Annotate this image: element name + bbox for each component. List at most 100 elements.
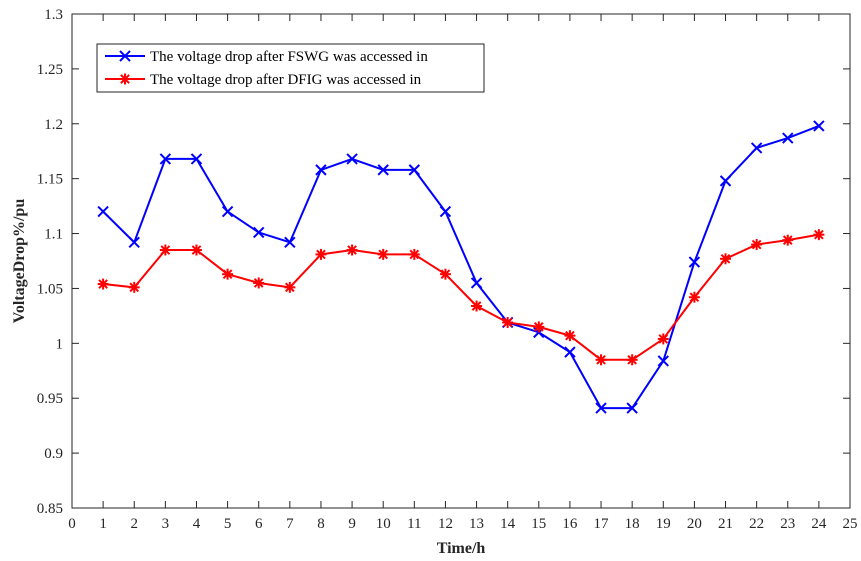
- series-line: [102, 125, 820, 410]
- x-tick-label: 9: [348, 516, 356, 532]
- data-point: [813, 120, 825, 132]
- data-point: [688, 256, 701, 268]
- series-1: [97, 120, 825, 414]
- legend: The voltage drop after FSWG was accessed…: [96, 43, 485, 93]
- legend-marker: [119, 73, 131, 85]
- data-point: [222, 268, 234, 280]
- x-tick-label: 14: [500, 516, 516, 532]
- data-point: [408, 164, 421, 176]
- x-tick-label: 4: [193, 516, 201, 532]
- x-tick-label: 13: [469, 516, 484, 532]
- y-tick-label: 1.3: [44, 7, 63, 23]
- y-axis-title: VoltageDrop%/pu: [11, 199, 28, 324]
- data-point: [346, 244, 358, 256]
- data-point: [813, 229, 825, 241]
- data-point: [128, 281, 140, 293]
- data-point: [470, 277, 483, 289]
- data-point: [626, 354, 638, 366]
- series-2: [97, 229, 825, 366]
- data-point: [720, 253, 732, 265]
- data-point: [782, 132, 794, 144]
- y-tick-label: 0.95: [37, 391, 63, 407]
- legend-box: [96, 43, 485, 93]
- x-tick-label: 15: [531, 516, 546, 532]
- y-tick-label: 1.25: [37, 62, 63, 78]
- legend-marker: [119, 50, 131, 62]
- series-layer: [97, 120, 825, 414]
- data-point: [626, 402, 638, 414]
- x-tick-label: 11: [407, 516, 421, 532]
- x-tick-label: 7: [286, 516, 294, 532]
- legend-label: The voltage drop after DFIG was accessed…: [150, 72, 422, 88]
- data-point: [221, 205, 234, 218]
- x-tick-label: 18: [625, 516, 640, 532]
- y-tick-label: 1.05: [37, 281, 63, 297]
- data-point: [564, 330, 576, 342]
- data-point: [315, 164, 327, 176]
- data-point: [502, 316, 514, 328]
- data-point: [750, 142, 763, 154]
- data-point: [533, 321, 545, 333]
- x-tick-label: 25: [843, 516, 858, 532]
- data-point: [657, 355, 669, 367]
- x-tick-label: 12: [438, 516, 453, 532]
- data-point: [751, 239, 763, 251]
- x-axis-title: Time/h: [437, 540, 486, 557]
- x-axis: 0 1 2 3 4 5 6 7 8 9 10 11 12 13 14 15 16 17 18 19 20 21 22 23 24…: [68, 14, 858, 532]
- data-point: [315, 248, 327, 260]
- x-tick-label: 17: [594, 516, 610, 532]
- x-tick-label: 23: [780, 516, 795, 532]
- data-point: [408, 248, 420, 260]
- data-point: [471, 300, 483, 312]
- legend-label: The voltage drop after FSWG was accessed…: [150, 49, 428, 65]
- data-point: [190, 244, 202, 256]
- x-tick-label: 6: [255, 516, 263, 532]
- plot-area: [71, 13, 851, 509]
- data-point: [719, 175, 732, 187]
- x-tick-label: 20: [687, 516, 702, 532]
- series-line: [103, 233, 820, 361]
- x-tick-label: 16: [562, 516, 578, 532]
- x-tick-label: 2: [130, 516, 138, 532]
- x-tick-label: 24: [811, 516, 827, 532]
- x-tick-label: 22: [749, 516, 764, 532]
- data-point: [190, 153, 203, 165]
- y-tick-label: 1.1: [44, 227, 63, 243]
- data-point: [657, 333, 669, 345]
- data-point: [377, 248, 389, 260]
- x-tick-label: 10: [376, 516, 391, 532]
- data-point: [439, 205, 452, 218]
- y-tick-label: 1.2: [44, 117, 63, 133]
- data-point: [377, 164, 389, 176]
- data-point: [346, 153, 358, 165]
- data-point: [253, 277, 265, 289]
- data-point: [97, 278, 109, 290]
- x-tick-label: 3: [162, 516, 170, 532]
- data-point: [284, 236, 296, 249]
- x-tick-label: 19: [656, 516, 671, 532]
- data-point: [253, 226, 265, 239]
- x-tick-label: 0: [68, 516, 76, 532]
- y-tick-label: 1.15: [37, 172, 63, 188]
- data-point: [595, 402, 607, 414]
- data-point: [159, 153, 172, 165]
- data-point: [159, 244, 171, 256]
- data-point: [688, 291, 700, 303]
- y-tick-label: 1: [56, 336, 64, 352]
- legend-item-1: The voltage drop after FSWG was accessed…: [105, 49, 428, 65]
- legend-item-2: The voltage drop after DFIG was accessed…: [105, 72, 422, 88]
- y-tick-label: 0.9: [44, 446, 63, 462]
- x-tick-label: 1: [99, 516, 107, 532]
- x-tick-label: 5: [224, 516, 232, 532]
- y-axis: 0.85 0.9 0.95 1 1.05 1.1 1.15 1.2 1.25 1.3: [37, 7, 850, 517]
- data-point: [564, 346, 576, 358]
- data-point: [439, 268, 451, 280]
- data-point: [782, 234, 794, 246]
- y-tick-label: 0.85: [37, 501, 63, 517]
- data-point: [595, 354, 607, 366]
- data-point: [284, 281, 296, 293]
- x-tick-label: 8: [317, 516, 325, 532]
- data-point: [128, 236, 140, 249]
- data-point: [97, 205, 109, 218]
